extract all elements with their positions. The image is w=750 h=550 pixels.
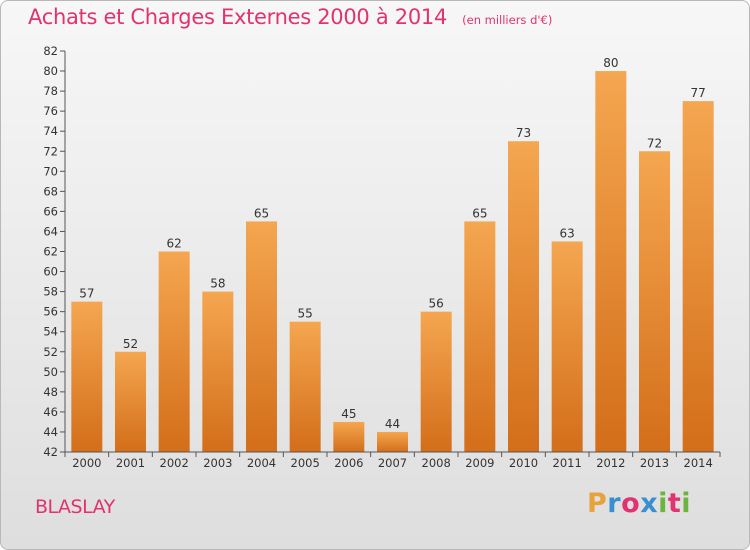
x-tick-label: 2005 xyxy=(291,456,320,470)
bar-value-label: 65 xyxy=(472,206,487,220)
y-tick-label: 64 xyxy=(43,224,58,238)
y-tick-label: 44 xyxy=(43,425,58,439)
y-tick-label: 82 xyxy=(43,44,58,58)
x-tick-label: 2002 xyxy=(160,456,189,470)
y-tick-label: 58 xyxy=(43,285,58,299)
x-tick-label: 2007 xyxy=(378,456,407,470)
y-tick-label: 66 xyxy=(43,204,58,218)
x-tick-label: 2004 xyxy=(247,456,276,470)
bar xyxy=(420,311,452,452)
x-tick-label: 2011 xyxy=(553,456,582,470)
y-tick-label: 48 xyxy=(43,385,58,399)
place-name: BLASLAY xyxy=(35,496,115,518)
bar-value-label: 65 xyxy=(254,206,269,220)
y-tick-label: 74 xyxy=(43,124,58,138)
bar-value-label: 80 xyxy=(603,56,618,70)
bar xyxy=(551,241,583,452)
x-tick-label: 2008 xyxy=(422,456,451,470)
y-tick-label: 76 xyxy=(43,104,58,118)
bar xyxy=(377,431,408,452)
y-tick-label: 52 xyxy=(43,345,58,359)
x-tick-label: 2003 xyxy=(203,456,232,470)
bar xyxy=(289,321,321,452)
bar-value-label: 77 xyxy=(691,86,706,100)
x-tick-label: 2001 xyxy=(116,456,145,470)
y-tick-label: 50 xyxy=(43,365,58,379)
x-tick-label: 2012 xyxy=(596,456,625,470)
y-tick-label: 70 xyxy=(43,164,58,178)
bar xyxy=(202,291,234,452)
y-tick-label: 54 xyxy=(43,325,58,339)
bar xyxy=(639,151,670,452)
bar xyxy=(71,301,103,452)
bar-value-label: 56 xyxy=(429,297,444,311)
title-row: Achats et Charges Externes 2000 à 2014 (… xyxy=(28,5,552,29)
y-tick-label: 68 xyxy=(43,184,58,198)
bar xyxy=(508,141,539,452)
bar-value-label: 52 xyxy=(123,337,138,351)
y-tick-label: 80 xyxy=(43,64,58,78)
bar-value-label: 62 xyxy=(167,237,182,251)
y-tick-label: 60 xyxy=(43,265,58,279)
bar-value-label: 57 xyxy=(79,287,94,301)
chart-subtitle: (en milliers d'€) xyxy=(462,13,553,27)
y-tick-label: 72 xyxy=(43,144,58,158)
proxiti-logo: Proxiti xyxy=(587,488,692,519)
bar-value-label: 44 xyxy=(385,417,400,431)
bar-value-label: 58 xyxy=(210,277,225,291)
bar xyxy=(333,421,365,452)
y-tick-label: 42 xyxy=(43,445,58,459)
x-tick-label: 2009 xyxy=(465,456,494,470)
bar xyxy=(595,71,627,453)
x-tick-label: 2013 xyxy=(640,456,669,470)
x-tick-label: 2006 xyxy=(334,456,363,470)
bar-value-label: 63 xyxy=(560,226,575,240)
y-tick-label: 62 xyxy=(43,245,58,259)
bar xyxy=(246,221,277,452)
x-tick-label: 2014 xyxy=(684,456,713,470)
x-tick-label: 2010 xyxy=(509,456,538,470)
bar xyxy=(682,101,714,452)
bar-value-label: 55 xyxy=(298,307,313,321)
bar-value-label: 72 xyxy=(647,136,662,150)
bar-value-label: 45 xyxy=(341,407,356,421)
bar xyxy=(158,251,190,452)
x-tick-label: 2000 xyxy=(72,456,101,470)
bar xyxy=(464,221,496,452)
y-tick-label: 78 xyxy=(43,84,58,98)
y-tick-label: 56 xyxy=(43,305,58,319)
y-tick-label: 46 xyxy=(43,405,58,419)
bar-value-label: 73 xyxy=(516,126,531,140)
bar xyxy=(115,351,146,452)
chart-title: Achats et Charges Externes 2000 à 2014 xyxy=(28,5,448,29)
